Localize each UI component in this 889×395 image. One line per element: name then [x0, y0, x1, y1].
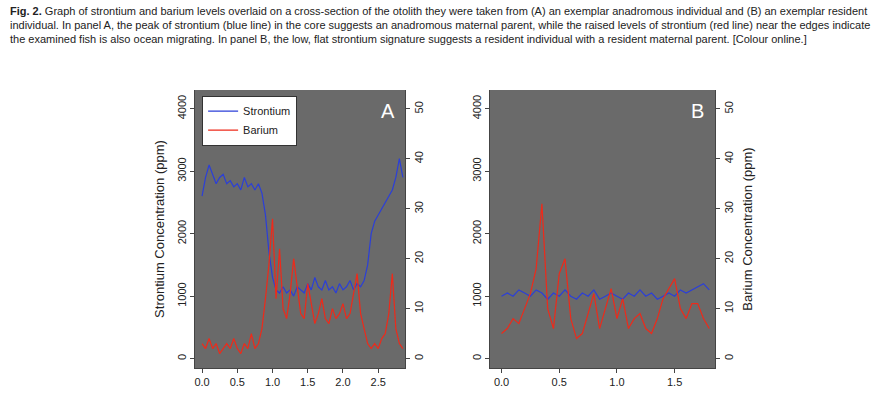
svg-text:0.0: 0.0	[194, 376, 209, 388]
svg-text:40: 40	[723, 151, 735, 163]
svg-text:4000: 4000	[471, 95, 483, 119]
svg-text:1.0: 1.0	[609, 376, 624, 388]
svg-text:Barium Concentration (ppm): Barium Concentration (ppm)	[740, 147, 755, 310]
svg-text:50: 50	[413, 101, 425, 113]
svg-text:2.0: 2.0	[335, 376, 350, 388]
svg-text:0.5: 0.5	[552, 376, 567, 388]
svg-text:1.0: 1.0	[265, 376, 280, 388]
svg-text:0.0: 0.0	[494, 376, 509, 388]
svg-text:B: B	[691, 100, 704, 122]
svg-text:0.5: 0.5	[230, 376, 245, 388]
svg-text:0: 0	[723, 354, 735, 360]
svg-text:30: 30	[723, 201, 735, 213]
svg-text:0: 0	[471, 354, 483, 360]
svg-text:10: 10	[723, 301, 735, 313]
svg-text:20: 20	[723, 251, 735, 263]
svg-text:3000: 3000	[176, 157, 188, 181]
svg-text:Strontium: Strontium	[243, 105, 290, 117]
svg-text:1.5: 1.5	[300, 376, 315, 388]
svg-text:Strontium Concentration (ppm): Strontium Concentration (ppm)	[152, 140, 167, 318]
svg-text:4000: 4000	[176, 95, 188, 119]
svg-text:A: A	[381, 100, 395, 122]
svg-text:3000: 3000	[471, 157, 483, 181]
svg-text:1000: 1000	[471, 282, 483, 306]
svg-text:0: 0	[176, 354, 188, 360]
svg-text:2.5: 2.5	[371, 376, 386, 388]
svg-text:50: 50	[723, 101, 735, 113]
html-text:Fig. 2. Graph of strontium and: Fig. 2. Graph of strontium and barium le…	[10, 5, 871, 45]
svg-text:10: 10	[413, 301, 425, 313]
svg-text:20: 20	[413, 251, 425, 263]
svg-text:30: 30	[413, 201, 425, 213]
svg-text:2000: 2000	[176, 220, 188, 244]
svg-text:1.5: 1.5	[667, 376, 682, 388]
svg-text:40: 40	[413, 151, 425, 163]
svg-text:1000: 1000	[176, 282, 188, 306]
svg-text:0: 0	[413, 354, 425, 360]
svg-text:2000: 2000	[471, 220, 483, 244]
svg-text:Barium: Barium	[243, 124, 278, 136]
